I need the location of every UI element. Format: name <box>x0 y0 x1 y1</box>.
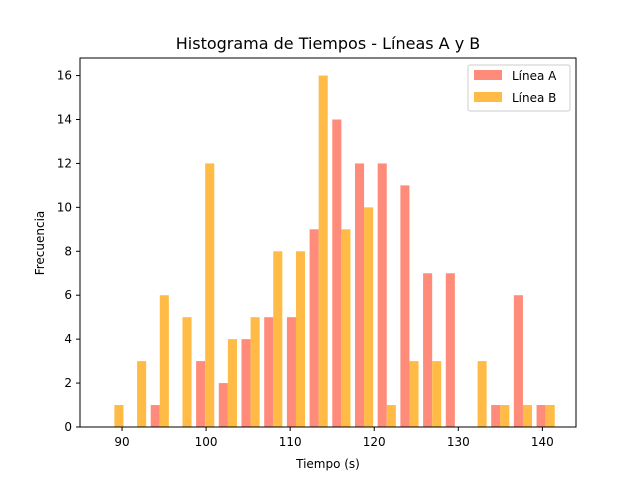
x-tick-label-140: 140 <box>531 435 554 449</box>
bar-linea-a-bin-14 <box>423 273 433 427</box>
bar-linea-a-bin-10 <box>332 119 342 427</box>
y-axis-label: Frecuencia <box>33 211 47 276</box>
bar-linea-b-bin-19 <box>545 405 555 427</box>
bar-linea-a-bin-18 <box>513 295 523 427</box>
bar-linea-b-bin-7 <box>273 251 283 427</box>
bar-linea-b-bin-0 <box>114 405 124 427</box>
legend-label-linea-a: Línea A <box>512 69 557 83</box>
x-axis-label: Tiempo (s) <box>295 457 360 471</box>
bar-linea-b-bin-8 <box>295 251 306 427</box>
y-tick-label-10: 10 <box>57 200 72 214</box>
bar-linea-b-bin-11 <box>364 207 374 427</box>
bar-linea-a-bin-9 <box>309 229 319 427</box>
x-tick-label-130: 130 <box>447 435 470 449</box>
bar-linea-b-bin-5 <box>227 339 237 427</box>
bar-linea-b-bin-3 <box>182 317 192 427</box>
bar-linea-b-bin-1 <box>137 361 147 427</box>
chart-title: Histograma de Tiempos - Líneas A y B <box>176 34 481 53</box>
bar-linea-b-bin-2 <box>159 295 169 427</box>
bar-linea-b-bin-10 <box>341 229 351 427</box>
bar-linea-b-bin-14 <box>432 361 442 427</box>
bar-linea-b-bin-4 <box>205 163 215 427</box>
bar-linea-a-bin-13 <box>400 185 410 427</box>
bar-linea-b-bin-18 <box>522 405 533 427</box>
bar-linea-b-bin-16 <box>477 361 487 427</box>
bar-linea-a-bin-12 <box>377 163 387 427</box>
bar-linea-b-bin-17 <box>500 405 510 427</box>
x-tick-label-90: 90 <box>114 435 129 449</box>
y-tick-label-0: 0 <box>64 420 72 434</box>
legend: Línea A Línea B <box>467 64 571 112</box>
x-tick-label-100: 100 <box>195 435 218 449</box>
y-tick-label-12: 12 <box>57 156 72 170</box>
y-tick-label-2: 2 <box>64 376 72 390</box>
bar-linea-a-bin-15 <box>445 273 455 427</box>
y-tick-label-16: 16 <box>57 69 72 83</box>
bars-layer <box>114 75 555 427</box>
y-tick-label-14: 14 <box>57 113 72 127</box>
bar-linea-b-bin-13 <box>409 361 419 427</box>
x-tick-label-120: 120 <box>363 435 386 449</box>
y-tick-label-4: 4 <box>64 332 72 346</box>
bar-linea-a-bin-19 <box>536 405 546 427</box>
bar-linea-a-bin-17 <box>491 405 501 427</box>
x-axis-ticks: 90 100 110 120 130 140 <box>114 427 554 449</box>
bar-linea-a-bin-11 <box>354 163 365 427</box>
bar-linea-a-bin-8 <box>286 317 296 427</box>
x-tick-label-110: 110 <box>279 435 302 449</box>
plot-frame <box>79 57 577 428</box>
bar-linea-a-bin-4 <box>196 361 206 427</box>
y-tick-label-8: 8 <box>64 244 72 258</box>
bar-linea-a-bin-2 <box>150 405 160 427</box>
bar-linea-b-bin-6 <box>250 317 260 427</box>
legend-swatch-linea-a <box>474 70 502 80</box>
bar-linea-a-bin-6 <box>241 339 251 427</box>
bar-linea-b-bin-12 <box>386 405 396 427</box>
legend-label-linea-b: Línea B <box>512 91 556 105</box>
y-tick-label-6: 6 <box>64 288 72 302</box>
bar-linea-a-bin-7 <box>264 317 274 427</box>
bar-linea-b-bin-9 <box>318 75 328 427</box>
legend-swatch-linea-b <box>474 92 502 102</box>
y-axis-ticks: 0 2 4 6 8 10 12 14 16 <box>57 69 80 434</box>
bar-linea-a-bin-5 <box>218 383 228 427</box>
